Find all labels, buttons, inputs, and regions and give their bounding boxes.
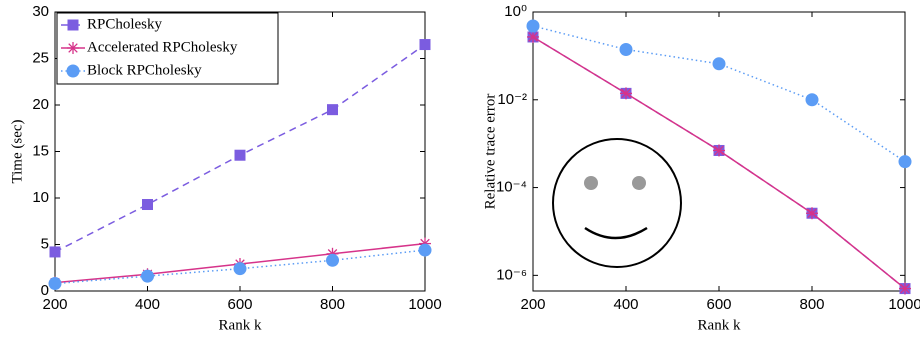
marker-square [142,199,153,211]
x-tick-label: 600 [706,296,731,313]
marker-stroke [900,283,910,294]
marker-stroke [68,43,78,53]
legend-label: Accelerated RPCholesky [87,39,238,55]
legend [56,12,279,85]
y-tick-label: 10⁻⁴ [496,179,527,196]
marker-circle [619,42,633,56]
marker-stroke [528,32,538,42]
x-tick-label: 800 [799,296,824,313]
marker [141,269,154,283]
x-tick-label: 400 [135,296,160,313]
legend-label: Block RPCholesky [87,62,202,78]
marker [619,42,633,56]
y-axis-label: Time (sec) [9,119,25,183]
legend-marker [66,64,80,78]
marker [142,199,153,211]
marker-circle [48,277,62,291]
eye [584,176,598,190]
y-tick-label: 10⁰ [504,3,527,20]
marker-circle [326,253,339,267]
marker [49,246,61,258]
marker [620,87,632,100]
marker-stroke [714,145,724,156]
y-tick-label: 0 [41,282,49,299]
y-tick-label: 10⁻⁶ [496,266,527,283]
x-tick-label: 600 [227,296,252,313]
x-tick-label: 1000 [408,296,441,313]
marker [418,243,432,257]
marker-circle [66,64,80,78]
smiley [552,138,682,268]
marker [806,207,818,220]
eye [632,176,646,190]
marker-square [234,149,246,161]
x-tick-label: 200 [42,296,67,313]
marker-square [49,246,61,258]
marker [899,282,911,295]
x-tick-label: 400 [613,296,638,313]
x-tick-label: 800 [320,296,345,313]
marker-circle [898,155,912,169]
y-tick-label: 20 [32,96,49,113]
y-tick-label: 25 [32,49,49,66]
y-tick-label: 10⁻² [497,91,527,108]
x-tick-label: 1000 [888,296,920,313]
marker [898,155,912,169]
marker-stroke [807,208,817,219]
marker [713,144,725,157]
x-axis-label: Rank k [698,317,741,333]
mouth [584,226,648,240]
marker [527,30,539,43]
series-line [532,25,906,163]
legend-marker [67,42,79,54]
marker [526,19,540,33]
legend-marker [67,19,79,31]
marker-square [67,19,79,31]
marker-circle [712,57,726,71]
y-tick-label: 5 [41,235,49,252]
marker [419,39,431,51]
y-tick-label: 10 [32,189,49,206]
marker [233,262,247,276]
marker [48,277,62,291]
x-tick-label: 200 [520,296,545,313]
marker-circle [805,93,819,107]
y-tick-label: 30 [32,3,49,20]
marker [327,104,338,116]
y-tick-label: 15 [32,142,49,159]
face [552,138,682,268]
marker [234,149,246,161]
marker-stroke [621,88,631,99]
legend-label: RPCholesky [87,16,163,32]
marker-circle [233,262,247,276]
marker-circle [418,243,432,257]
y-axis-label: Relative trace error [482,94,498,210]
marker-square [419,39,431,51]
x-axis-label: Rank k [219,317,262,333]
marker-circle [141,269,154,283]
marker [712,57,726,71]
marker [326,253,339,267]
marker [805,93,819,107]
marker-circle [526,19,540,33]
marker-square [327,104,338,116]
